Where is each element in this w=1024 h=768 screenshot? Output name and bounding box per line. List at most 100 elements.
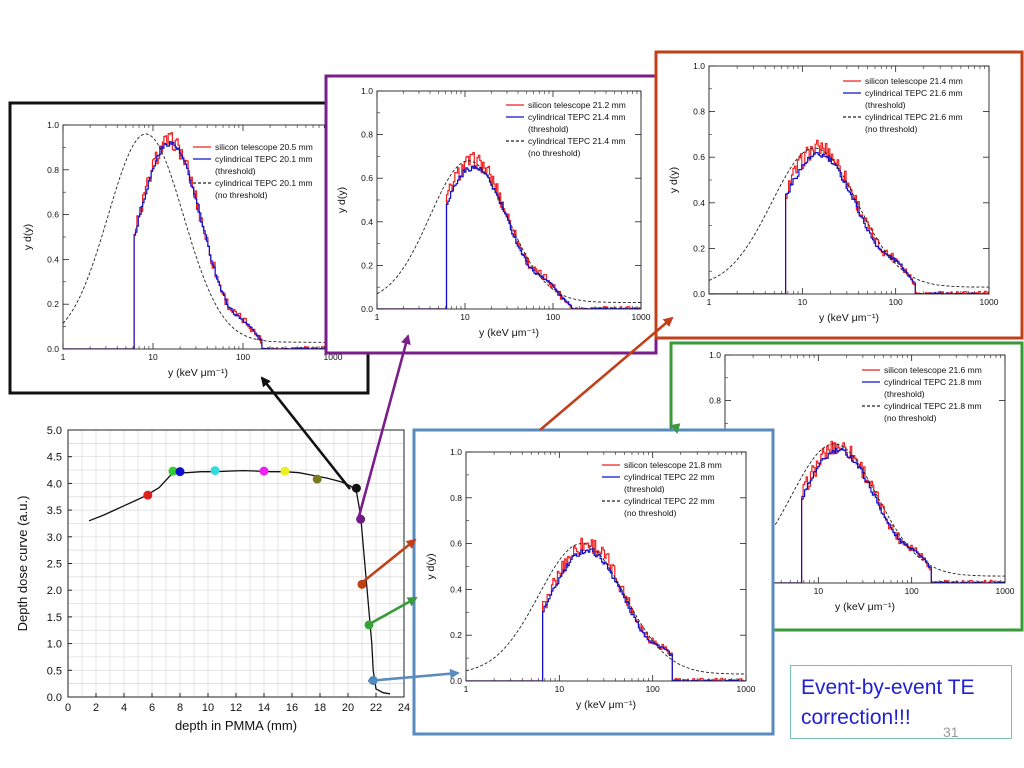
panel-plot-frame [708, 65, 990, 295]
depth-marker [259, 466, 269, 476]
depth-marker [175, 467, 185, 477]
panel-xtick-label: 1000 [737, 684, 756, 694]
panel-ylabel: y d(y) [668, 167, 680, 193]
panel-series-line [63, 141, 333, 349]
panel-series-line [709, 147, 989, 288]
panel-ylabel: y d(y) [425, 553, 437, 579]
depth-xtick-label: 20 [342, 702, 354, 714]
depth-xtick-label: 4 [121, 702, 127, 714]
panel-ytick-label: 0.8 [693, 107, 705, 117]
panel-ytick-label: 0.6 [693, 152, 705, 162]
legend-entry: cylindrical TEPC 21.8 mm [884, 377, 982, 387]
panel-xlabel: y (keV μm⁻¹) [835, 601, 895, 613]
depth-marker [280, 466, 290, 476]
panel-ytick-label: 0.2 [450, 630, 462, 640]
legend-entry-note: (threshold) [528, 124, 569, 134]
panel-xtick-label: 10 [555, 684, 565, 694]
panel-xlabel: y (keV μm⁻¹) [479, 327, 539, 339]
panel-xtick-label: 1 [707, 297, 712, 307]
depth-ytick-label: 1.0 [47, 639, 62, 651]
legend-entry-note: (no threshold) [215, 190, 268, 200]
depth-marker [312, 474, 322, 484]
panel-ytick-label: 0.8 [47, 165, 59, 175]
legend-entry: cylindrical TEPC 21.6 mm [865, 112, 963, 122]
panel-frame [8, 101, 370, 395]
depth-dose-curve [88, 469, 391, 695]
panel-xtick-label: 10 [798, 297, 808, 307]
panel-xtick-label: 10 [460, 312, 470, 322]
depth-xtick-label: 6 [149, 702, 155, 714]
panel-xtick-label: 1 [375, 312, 380, 322]
caption-line-2: correction!!! [801, 706, 911, 729]
panel-ytick-label: 0.6 [361, 173, 373, 183]
depth-ytick-label: 3.0 [47, 532, 62, 544]
legend-entry: cylindrical TEPC 22 mm [624, 496, 715, 506]
depth-xtick-label: 12 [230, 702, 242, 714]
depth-marker [168, 466, 178, 476]
panel-ytick-label: 0.2 [361, 260, 373, 270]
legend-entry: cylindrical TEPC 20.1 mm [215, 154, 313, 164]
panel-ytick-label: 1.0 [450, 447, 462, 457]
depth-ytick-label: 2.0 [47, 585, 62, 597]
panel-xtick-label: 100 [546, 312, 560, 322]
panel-series-line [63, 133, 333, 343]
depth-ylabel: Depth dose curve (a.u.) [15, 496, 30, 632]
connector-arrow [358, 538, 417, 587]
panel-ytick-label: 1.0 [709, 350, 721, 360]
legend-entry: cylindrical TEPC 20.1 mm [215, 178, 313, 188]
legend-entry: cylindrical TEPC 21.6 mm [865, 88, 963, 98]
legend-entry: cylindrical TEPC 21.4 mm [528, 136, 626, 146]
panel-series-line [725, 443, 1005, 577]
legend-entry-note: (threshold) [865, 100, 906, 110]
depth-xtick-label: 16 [286, 702, 298, 714]
depth-marker [143, 490, 153, 500]
panel-ytick-label: 0.0 [47, 344, 59, 354]
panel-frame [412, 428, 775, 736]
panel-xtick-label: 1000 [324, 352, 343, 362]
panel-xtick-label: 1000 [632, 312, 651, 322]
panel-xtick-label: 100 [889, 297, 903, 307]
panel-series-line [466, 543, 746, 675]
legend-entry-note: (threshold) [215, 166, 256, 176]
panel-xlabel: y (keV μm⁻¹) [168, 367, 228, 379]
panel-ytick-label: 0.6 [47, 210, 59, 220]
depth-xlabel: depth in PMMA (mm) [175, 718, 297, 733]
panel-ytick-label: 0.8 [709, 396, 721, 406]
panel-ytick-label: 0.8 [361, 130, 373, 140]
legend-entry: silicon telescope 21.6 mm [884, 365, 982, 375]
depth-ytick-label: 0.0 [47, 692, 62, 704]
panel-microdosimetry-20mm: 1 10 100 1000 0.0 0.2 0.4 0.6 0.8 1.0 y (keV μm⁻¹)… [8, 101, 370, 395]
panel-series-line [377, 165, 641, 309]
panel-xtick-label: 1000 [980, 297, 999, 307]
depth-xtick-label: 2 [93, 702, 99, 714]
depth-ytick-label: 4.5 [47, 452, 62, 464]
panel-ytick-label: 0.4 [450, 584, 462, 594]
panel-series [377, 152, 641, 309]
microdosimetry-panels: 1 10 100 1000 0.0 0.2 0.4 0.6 0.8 1.0 y (keV μm⁻¹)… [8, 50, 1024, 736]
depth-xtick-label: 24 [398, 702, 410, 714]
connector-arrow [365, 596, 418, 628]
panel-ytick-label: 0.4 [47, 254, 59, 264]
panel-ytick-label: 0.4 [361, 217, 373, 227]
panel-ytick-label: 1.0 [693, 61, 705, 71]
panel-xtick-label: 10 [814, 586, 824, 596]
legend-entry: silicon telescope 20.5 mm [215, 142, 313, 152]
panel-xlabel: y (keV μm⁻¹) [819, 312, 879, 324]
panel-ytick-label: 0.2 [47, 299, 59, 309]
panel-xtick-label: 10 [148, 352, 158, 362]
depth-ytick-label: 3.5 [47, 505, 62, 517]
depth-ytick-label: 4.0 [47, 478, 62, 490]
depth-ytick-label: 0.5 [47, 665, 62, 677]
page-number: 31 [943, 724, 959, 740]
legend-entry-note: (no threshold) [624, 508, 677, 518]
depth-ytick-label: 2.5 [47, 559, 62, 571]
panel-ylabel: y d(y) [336, 187, 348, 213]
panel-ylabel: y d(y) [22, 224, 34, 250]
panel-microdosimetry-21-2mm: 1 10 100 1000 0.0 0.2 0.4 0.6 0.8 1.0 y (keV μm⁻¹)… [324, 74, 658, 355]
caption-box: Event-by-event TE correction!!! [790, 665, 1012, 739]
panel-xtick-label: 100 [646, 684, 660, 694]
depth-xtick-label: 10 [202, 702, 214, 714]
depth-xtick-label: 14 [258, 702, 270, 714]
depth-dose-chart: 0 2 4 6 8 10 12 14 16 18 20 22 240.00.51.01.52.02.53… [15, 425, 410, 733]
